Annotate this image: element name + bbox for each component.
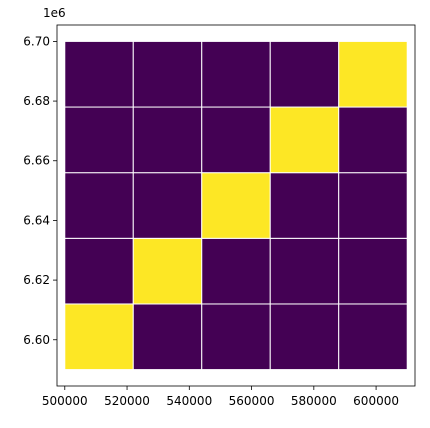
heatmap-cell xyxy=(338,172,408,239)
heatmap-cell xyxy=(269,172,340,239)
heatmap-cell xyxy=(201,237,271,305)
heatmap-cell xyxy=(338,303,408,371)
y-tick-label: 6.66 xyxy=(23,154,50,168)
y-tick-label: 6.70 xyxy=(23,34,50,48)
y-tick-label: 6.60 xyxy=(23,333,50,347)
heatmap-cell xyxy=(338,106,408,174)
heatmap-cells xyxy=(64,40,408,371)
heatmap-cell xyxy=(269,303,340,371)
y-axis-ticks: 6.60 6.62 6.64 6.66 6.68 6.70 xyxy=(23,34,57,347)
x-tick-label: 500000 xyxy=(42,394,88,408)
heatmap-cell xyxy=(64,237,134,305)
heatmap-cell xyxy=(269,237,340,305)
heatmap-cell xyxy=(64,106,134,174)
heatmap-cell xyxy=(338,237,408,305)
heatmap-cell xyxy=(201,106,271,174)
x-tick-label: 560000 xyxy=(229,394,275,408)
heatmap-cell xyxy=(269,106,340,174)
heatmap-cell xyxy=(201,303,271,371)
y-axis-offset-label: 1e6 xyxy=(43,6,66,20)
heatmap-cell xyxy=(132,237,203,305)
heatmap-cell xyxy=(132,303,203,371)
x-tick-label: 580000 xyxy=(291,394,337,408)
heatmap-cell xyxy=(132,106,203,174)
axes-frame xyxy=(56,24,416,387)
x-tick-label: 540000 xyxy=(166,394,212,408)
heatmap-cell xyxy=(269,40,340,108)
x-tick-label: 600000 xyxy=(353,394,399,408)
heatmap-cell xyxy=(338,40,408,108)
x-tick-label: 520000 xyxy=(104,394,150,408)
x-axis-ticks: 500000 520000 540000 560000 580000 600000 xyxy=(42,386,399,408)
heatmap-cell xyxy=(64,303,134,371)
y-tick-label: 6.68 xyxy=(23,94,50,108)
y-tick-label: 6.62 xyxy=(23,273,50,287)
heatmap-cell xyxy=(132,172,203,239)
heatmap-cell xyxy=(132,40,203,108)
y-tick-label: 6.64 xyxy=(23,213,50,227)
heatmap-cell xyxy=(201,172,271,239)
heatmap-cell xyxy=(201,40,271,108)
heatmap-cell xyxy=(64,40,134,108)
heatmap-cell xyxy=(64,172,134,239)
